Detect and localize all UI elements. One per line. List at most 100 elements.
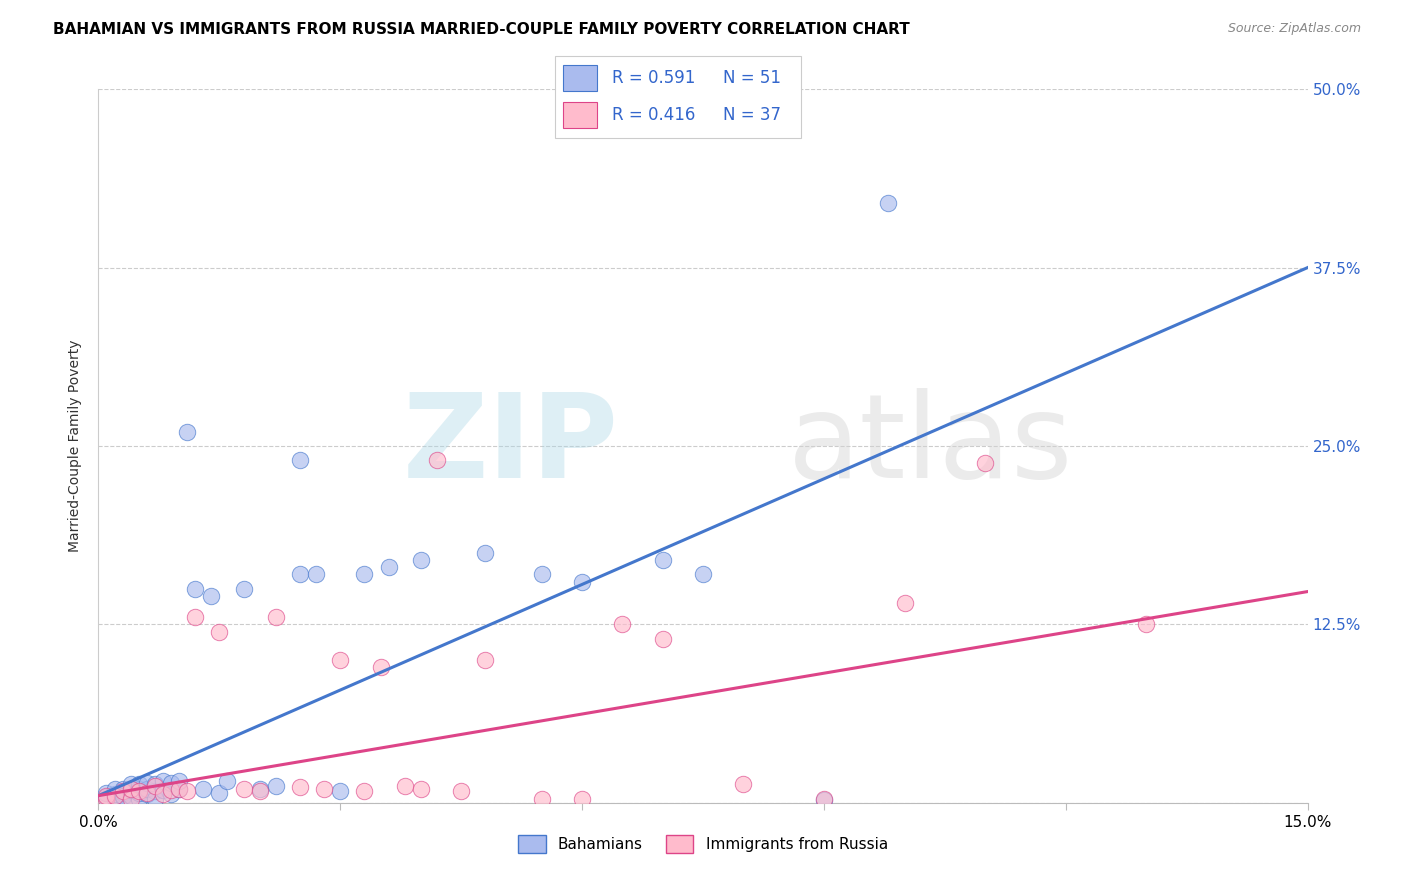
Point: [530, 791, 553, 805]
Text: ZIP: ZIP: [402, 389, 619, 503]
Point: [329, 653, 352, 667]
Point: [111, 784, 134, 798]
Point: [474, 546, 496, 560]
Point: [264, 610, 287, 624]
Point: [96, 789, 118, 803]
Point: [128, 786, 150, 800]
Point: [288, 567, 311, 582]
Point: [329, 784, 352, 798]
Point: [733, 777, 755, 791]
Point: [232, 781, 254, 796]
Point: [450, 784, 472, 798]
Point: [1135, 617, 1157, 632]
Point: [152, 787, 174, 801]
Point: [120, 777, 142, 791]
Text: R = 0.416: R = 0.416: [612, 106, 696, 124]
Point: [208, 786, 231, 800]
Point: [813, 791, 835, 805]
Point: [103, 791, 125, 805]
Point: [103, 781, 125, 796]
Point: [893, 596, 915, 610]
Point: [167, 774, 190, 789]
Point: [249, 781, 271, 796]
Point: [200, 589, 222, 603]
Point: [128, 781, 150, 796]
Point: [176, 425, 198, 439]
Point: [160, 776, 183, 790]
Point: [96, 790, 118, 805]
Point: [974, 456, 997, 470]
Point: [370, 660, 392, 674]
Point: [167, 781, 190, 796]
Point: [111, 790, 134, 805]
Point: [167, 781, 190, 796]
Point: [120, 789, 142, 803]
Point: [314, 781, 336, 796]
Bar: [562, 65, 598, 92]
Point: [474, 653, 496, 667]
Point: [208, 624, 231, 639]
Point: [111, 789, 134, 803]
Point: [143, 777, 166, 791]
Point: [96, 786, 118, 800]
Point: [135, 781, 157, 796]
Point: [120, 791, 142, 805]
FancyBboxPatch shape: [555, 56, 801, 138]
Point: [193, 781, 215, 796]
Text: R = 0.591: R = 0.591: [612, 70, 696, 87]
Point: [135, 776, 157, 790]
Point: [152, 783, 174, 797]
Point: [353, 567, 375, 582]
Point: [426, 453, 449, 467]
Point: [128, 784, 150, 798]
Point: [264, 779, 287, 793]
Y-axis label: Married-Couple Family Poverty: Married-Couple Family Poverty: [69, 340, 83, 552]
Point: [305, 567, 328, 582]
Point: [217, 774, 239, 789]
Point: [143, 784, 166, 798]
Point: [571, 574, 593, 589]
Point: [184, 610, 207, 624]
Point: [111, 786, 134, 800]
Point: [103, 789, 125, 803]
Point: [377, 560, 399, 574]
Point: [143, 791, 166, 805]
Point: [409, 781, 432, 796]
Point: [612, 617, 634, 632]
Point: [135, 787, 157, 801]
Point: [160, 783, 183, 797]
Point: [651, 553, 673, 567]
Point: [128, 777, 150, 791]
Point: [232, 582, 254, 596]
Point: [877, 196, 900, 211]
Text: N = 51: N = 51: [723, 70, 780, 87]
Point: [160, 787, 183, 801]
Point: [353, 784, 375, 798]
Point: [120, 781, 142, 796]
Point: [813, 793, 835, 807]
Point: [152, 774, 174, 789]
Point: [288, 453, 311, 467]
Point: [409, 553, 432, 567]
Point: [111, 781, 134, 796]
Point: [120, 783, 142, 797]
Point: [103, 787, 125, 801]
Point: [692, 567, 714, 582]
Text: Source: ZipAtlas.com: Source: ZipAtlas.com: [1227, 22, 1361, 36]
Point: [394, 779, 416, 793]
Point: [288, 780, 311, 794]
Point: [530, 567, 553, 582]
Point: [176, 784, 198, 798]
Point: [184, 582, 207, 596]
Point: [571, 791, 593, 805]
Point: [135, 786, 157, 800]
Text: N = 37: N = 37: [723, 106, 780, 124]
Point: [143, 779, 166, 793]
Legend: Bahamians, Immigrants from Russia: Bahamians, Immigrants from Russia: [512, 829, 894, 859]
Point: [249, 784, 271, 798]
Text: atlas: atlas: [787, 389, 1073, 503]
Point: [651, 632, 673, 646]
Point: [128, 791, 150, 805]
Point: [96, 791, 118, 805]
Bar: [562, 103, 598, 128]
